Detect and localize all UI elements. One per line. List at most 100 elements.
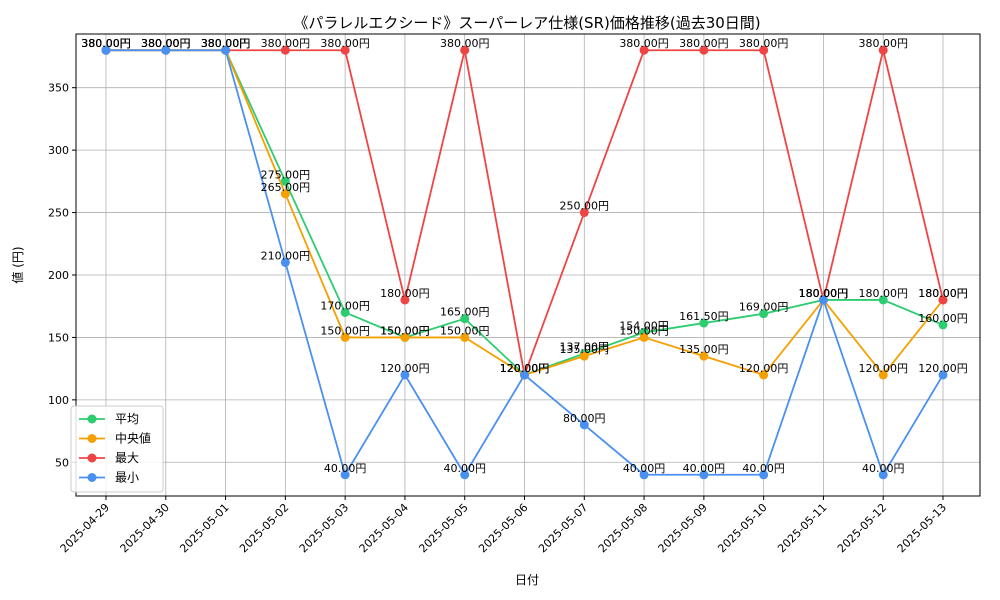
data-point — [340, 307, 350, 317]
data-label: 210.00円 — [261, 250, 311, 263]
data-point — [460, 332, 470, 342]
data-point — [280, 258, 290, 268]
data-point — [699, 351, 709, 361]
data-label: 380.00円 — [81, 37, 131, 50]
x-tick-label: 2025-05-13 — [895, 501, 949, 555]
data-label: 170.00円 — [320, 299, 370, 312]
data-point — [460, 470, 470, 480]
data-label: 250.00円 — [560, 200, 610, 213]
data-label: 40.00円 — [623, 462, 666, 475]
data-point — [400, 370, 410, 380]
data-label: 180.00円 — [799, 287, 849, 300]
data-point — [639, 470, 649, 480]
data-label: 154.00円 — [619, 319, 669, 332]
data-label: 40.00円 — [862, 462, 905, 475]
data-label: 380.00円 — [261, 37, 311, 50]
data-labels-group: 380.00円 380.00円 380.00円 275.00円 170.00円 150.0… — [81, 37, 968, 475]
chart-title: 《パラレルエクシード》スーパーレア仕様(SR)価格推移(過去30日間) — [293, 14, 760, 32]
data-label: 80.00円 — [563, 412, 606, 425]
data-label: 150.00円 — [619, 324, 669, 337]
data-point — [759, 309, 769, 319]
legend-label: 中央値 — [115, 431, 151, 446]
data-label: 120.00円 — [500, 362, 550, 375]
data-point — [878, 295, 888, 305]
data-label: 120.00円 — [500, 362, 550, 375]
x-axis-label: 日付 — [515, 573, 539, 587]
data-point — [280, 45, 290, 55]
x-tick-label: 2025-05-07 — [536, 501, 590, 555]
data-point — [340, 45, 350, 55]
x-tick-label: 2025-05-01 — [177, 501, 231, 555]
data-label: 150.00円 — [380, 324, 430, 337]
data-label: 165.00円 — [440, 306, 490, 319]
y-tick-label: 150 — [48, 331, 69, 344]
legend-label: 平均 — [115, 412, 139, 426]
x-tick-label: 2025-05-09 — [656, 501, 710, 555]
data-label: 135.00円 — [679, 343, 729, 356]
plot-area-frame — [75, 33, 981, 497]
x-tick-label: 2025-05-02 — [237, 501, 291, 555]
x-tick-label: 2025-05-10 — [715, 501, 769, 555]
legend-marker — [87, 473, 97, 482]
data-label: 180.00円 — [858, 287, 908, 300]
data-label: 380.00円 — [320, 37, 370, 50]
data-label: 380.00円 — [201, 37, 251, 50]
data-label: 40.00円 — [683, 462, 726, 475]
data-label: 380.00円 — [141, 37, 191, 50]
data-label: 120.00円 — [380, 362, 430, 375]
y-tick-label: 250 — [48, 207, 69, 220]
data-label: 135.00円 — [560, 343, 610, 356]
data-point — [460, 45, 470, 55]
y-tick-label: 100 — [48, 394, 69, 407]
x-tick-label: 2025-05-11 — [775, 501, 829, 555]
data-point — [520, 370, 529, 380]
data-label: 380.00円 — [201, 37, 251, 50]
x-tick-label: 2025-04-29 — [58, 501, 112, 555]
y-tick-label: 300 — [48, 144, 69, 157]
y-tick-label: 350 — [48, 82, 69, 95]
data-label: 150.00円 — [320, 324, 370, 337]
data-point — [759, 45, 769, 55]
legend-marker — [87, 414, 97, 424]
data-point — [101, 45, 111, 55]
x-tick-label: 2025-05-04 — [357, 501, 411, 555]
data-point — [400, 332, 410, 342]
data-label: 380.00円 — [141, 37, 191, 50]
data-point — [579, 208, 589, 218]
data-point — [699, 45, 709, 55]
data-point — [878, 370, 888, 380]
data-label: 380.00円 — [201, 37, 251, 50]
data-label: 380.00円 — [141, 37, 191, 50]
data-label: 380.00円 — [81, 37, 131, 50]
data-label: 380.00円 — [679, 37, 729, 50]
data-point — [639, 332, 649, 342]
data-point — [878, 45, 888, 55]
data-label: 180.00円 — [799, 287, 849, 300]
data-point — [639, 45, 649, 55]
data-label: 120.00円 — [500, 362, 550, 375]
data-label: 40.00円 — [742, 462, 785, 475]
data-label: 169.00円 — [739, 301, 789, 314]
x-tick-label: 2025-04-30 — [118, 501, 172, 555]
data-point — [340, 332, 350, 342]
data-label: 40.00円 — [443, 462, 486, 475]
data-point — [340, 470, 350, 480]
data-point — [938, 370, 948, 380]
data-label: 265.00円 — [261, 181, 311, 194]
x-tick-label: 2025-05-05 — [416, 501, 470, 555]
data-point — [938, 295, 948, 305]
data-label: 180.00円 — [799, 287, 849, 300]
data-point — [699, 470, 709, 480]
data-label: 40.00円 — [324, 462, 367, 475]
data-point — [280, 176, 290, 186]
y-axis-label: 値 (円) — [10, 246, 25, 283]
y-tick-label: 200 — [48, 269, 69, 282]
data-label: 180.00円 — [918, 287, 968, 300]
x-axis-ticks: 2025-04-29 2025-04-30 2025-05-01 2025-05-02… — [58, 496, 949, 555]
x-tick-label: 2025-05-06 — [476, 501, 530, 555]
legend-marker — [87, 434, 97, 443]
data-point — [280, 189, 290, 199]
x-tick-label: 2025-05-08 — [596, 501, 650, 555]
data-label: 150.00円 — [380, 324, 430, 337]
data-label: 380.00円 — [81, 37, 131, 50]
